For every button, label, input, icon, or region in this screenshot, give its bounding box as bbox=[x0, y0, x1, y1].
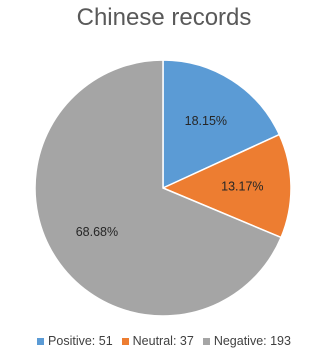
legend-swatch-negative bbox=[202, 337, 210, 345]
legend-label-negative: Negative: 193 bbox=[213, 334, 291, 348]
legend-item-positive: Positive: 51 bbox=[37, 334, 113, 348]
pie-slice-positive bbox=[162, 59, 281, 190]
pie-slice-neutral bbox=[161, 133, 292, 239]
data-label-neutral: 13.17% bbox=[221, 180, 263, 194]
chart-title: Chinese records bbox=[76, 4, 252, 31]
legend-swatch-neutral bbox=[121, 337, 129, 345]
legend-label-neutral: Neutral: 37 bbox=[132, 334, 194, 348]
pie-chart: 18.15% 13.17% 68.68% bbox=[34, 59, 292, 317]
legend-item-neutral: Neutral: 37 bbox=[121, 334, 194, 348]
legend-label-positive: Positive: 51 bbox=[48, 334, 113, 348]
data-label-negative: 68.68% bbox=[76, 225, 118, 239]
legend: Positive: 51 Neutral: 37 Negative: 193 bbox=[0, 334, 328, 348]
data-label-positive: 18.15% bbox=[185, 114, 227, 128]
legend-swatch-positive bbox=[37, 337, 45, 345]
legend-item-negative: Negative: 193 bbox=[202, 334, 291, 348]
pie-slice-negative bbox=[34, 59, 283, 317]
